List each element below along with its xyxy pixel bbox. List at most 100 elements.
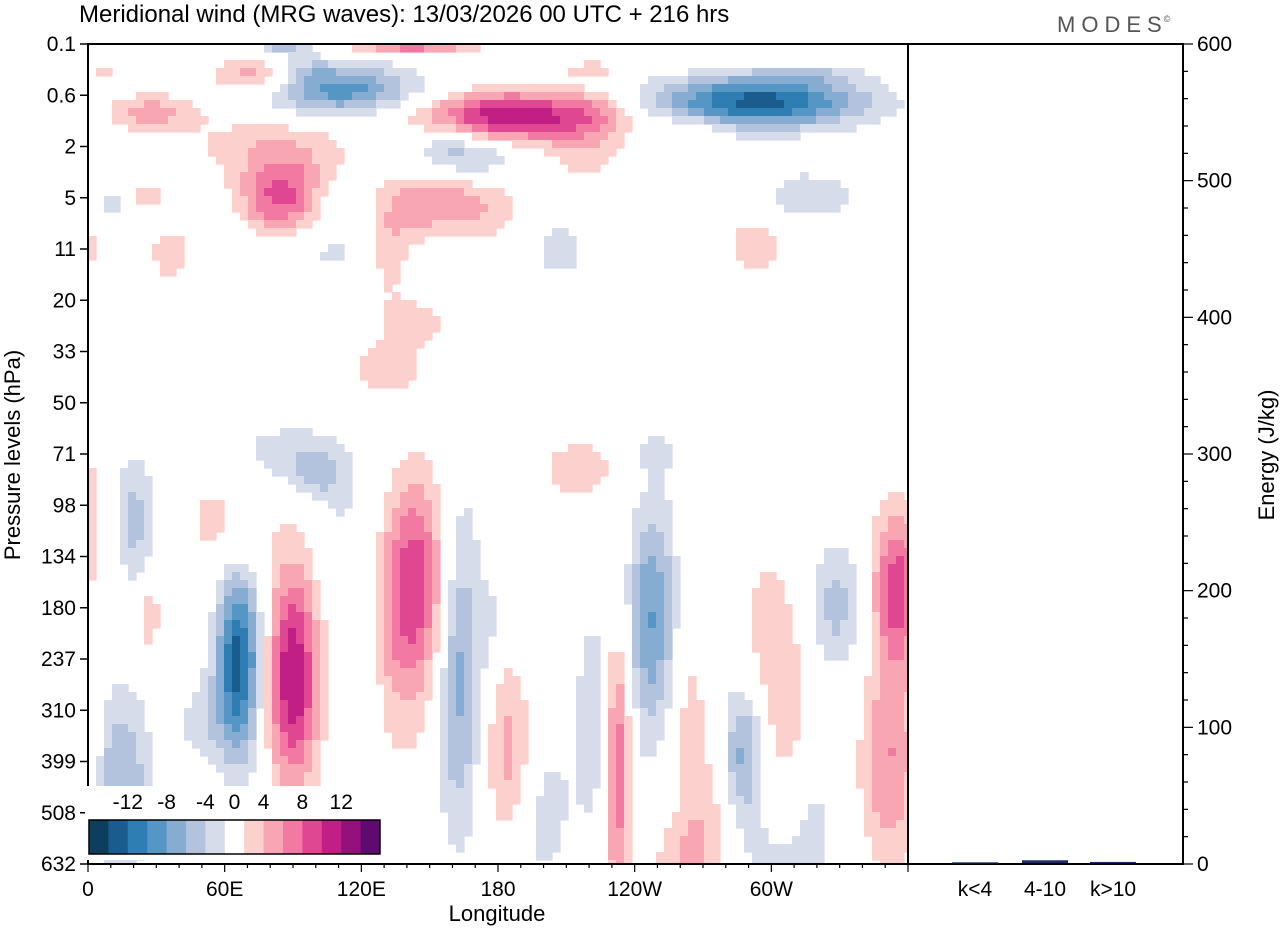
field-cell [480,604,489,613]
field-cell [904,724,908,733]
field-cell [240,628,249,637]
field-cell [416,580,425,589]
field-cell [440,228,449,237]
field-cell [576,108,585,117]
field-cell [456,764,465,773]
field-cell [784,844,793,853]
field-cell [416,564,425,573]
field-cell [520,716,529,725]
field-cell [616,820,625,829]
field-cell [416,332,425,341]
field-cell [280,204,289,213]
field-cell [560,476,569,485]
field-cell [512,764,521,773]
field-cell [880,516,889,525]
field-cell [248,588,257,597]
field-cell [272,644,281,653]
field-cell [608,724,617,733]
field-cell [344,68,353,77]
y-tick-label: 180 [41,597,76,620]
field-cell [440,740,449,749]
field-cell [656,76,665,85]
field-cell [272,468,281,477]
field-cell [128,740,137,749]
field-cell [104,716,113,725]
field-cell [616,116,625,125]
field-cell [104,756,113,765]
field-cell [560,132,569,141]
field-cell [816,852,825,861]
field-cell [272,732,281,741]
field-cell [800,820,809,829]
field-cell [552,828,561,837]
field-cell [584,92,593,101]
field-cell [856,740,865,749]
field-cell [680,76,689,85]
field-cell [504,204,513,213]
field-cell [320,84,329,93]
field-cell [608,772,617,781]
field-cell [288,652,297,661]
field-cell [104,764,113,773]
field-cell [232,764,241,773]
field-cell [312,780,321,789]
field-cell [120,780,129,789]
field-cell [488,732,497,741]
field-cell [224,180,233,189]
field-cell [600,132,609,141]
field-cell [872,684,881,693]
field-cell [264,444,273,453]
field-cell [752,124,761,133]
field-cell [496,756,505,765]
field-cell [672,580,681,589]
field-cell [464,740,473,749]
field-cell [376,44,385,53]
field-cell [208,644,217,653]
field-cell [800,836,809,845]
field-cell [888,588,897,597]
field-cell [728,68,737,77]
field-cell [280,172,289,181]
field-cell [400,492,409,501]
field-cell [600,100,609,109]
field-cell [224,580,233,589]
field-cell [880,860,889,864]
field-cell [840,92,849,101]
field-cell [896,804,905,813]
field-cell [384,676,393,685]
field-cell [392,700,401,709]
field-cell [664,540,673,549]
field-cell [448,724,457,733]
field-cell [648,100,657,109]
field-cell [904,596,908,605]
field-cell [408,460,417,469]
field-cell [888,668,897,677]
field-cell [320,252,329,261]
field-cell [640,540,649,549]
field-cell [616,772,625,781]
field-cell [144,612,153,621]
field-cell [320,468,329,477]
field-cell [824,580,833,589]
field-cell [576,732,585,741]
field-cell [728,124,737,133]
field-cell [312,204,321,213]
field-cell [280,684,289,693]
field-cell [488,116,497,125]
field-cell [872,620,881,629]
field-cell [760,92,769,101]
field-cell [536,796,545,805]
field-cell [760,828,769,837]
field-cell [152,612,161,621]
field-cell [648,460,657,469]
field-cell [416,612,425,621]
field-cell [776,716,785,725]
field-cell [464,780,473,789]
field-cell [376,668,385,677]
field-cell [456,636,465,645]
field-cell [432,588,441,597]
field-cell [424,684,433,693]
field-cell [400,180,409,189]
field-cell [400,500,409,509]
field-cell [264,140,273,149]
